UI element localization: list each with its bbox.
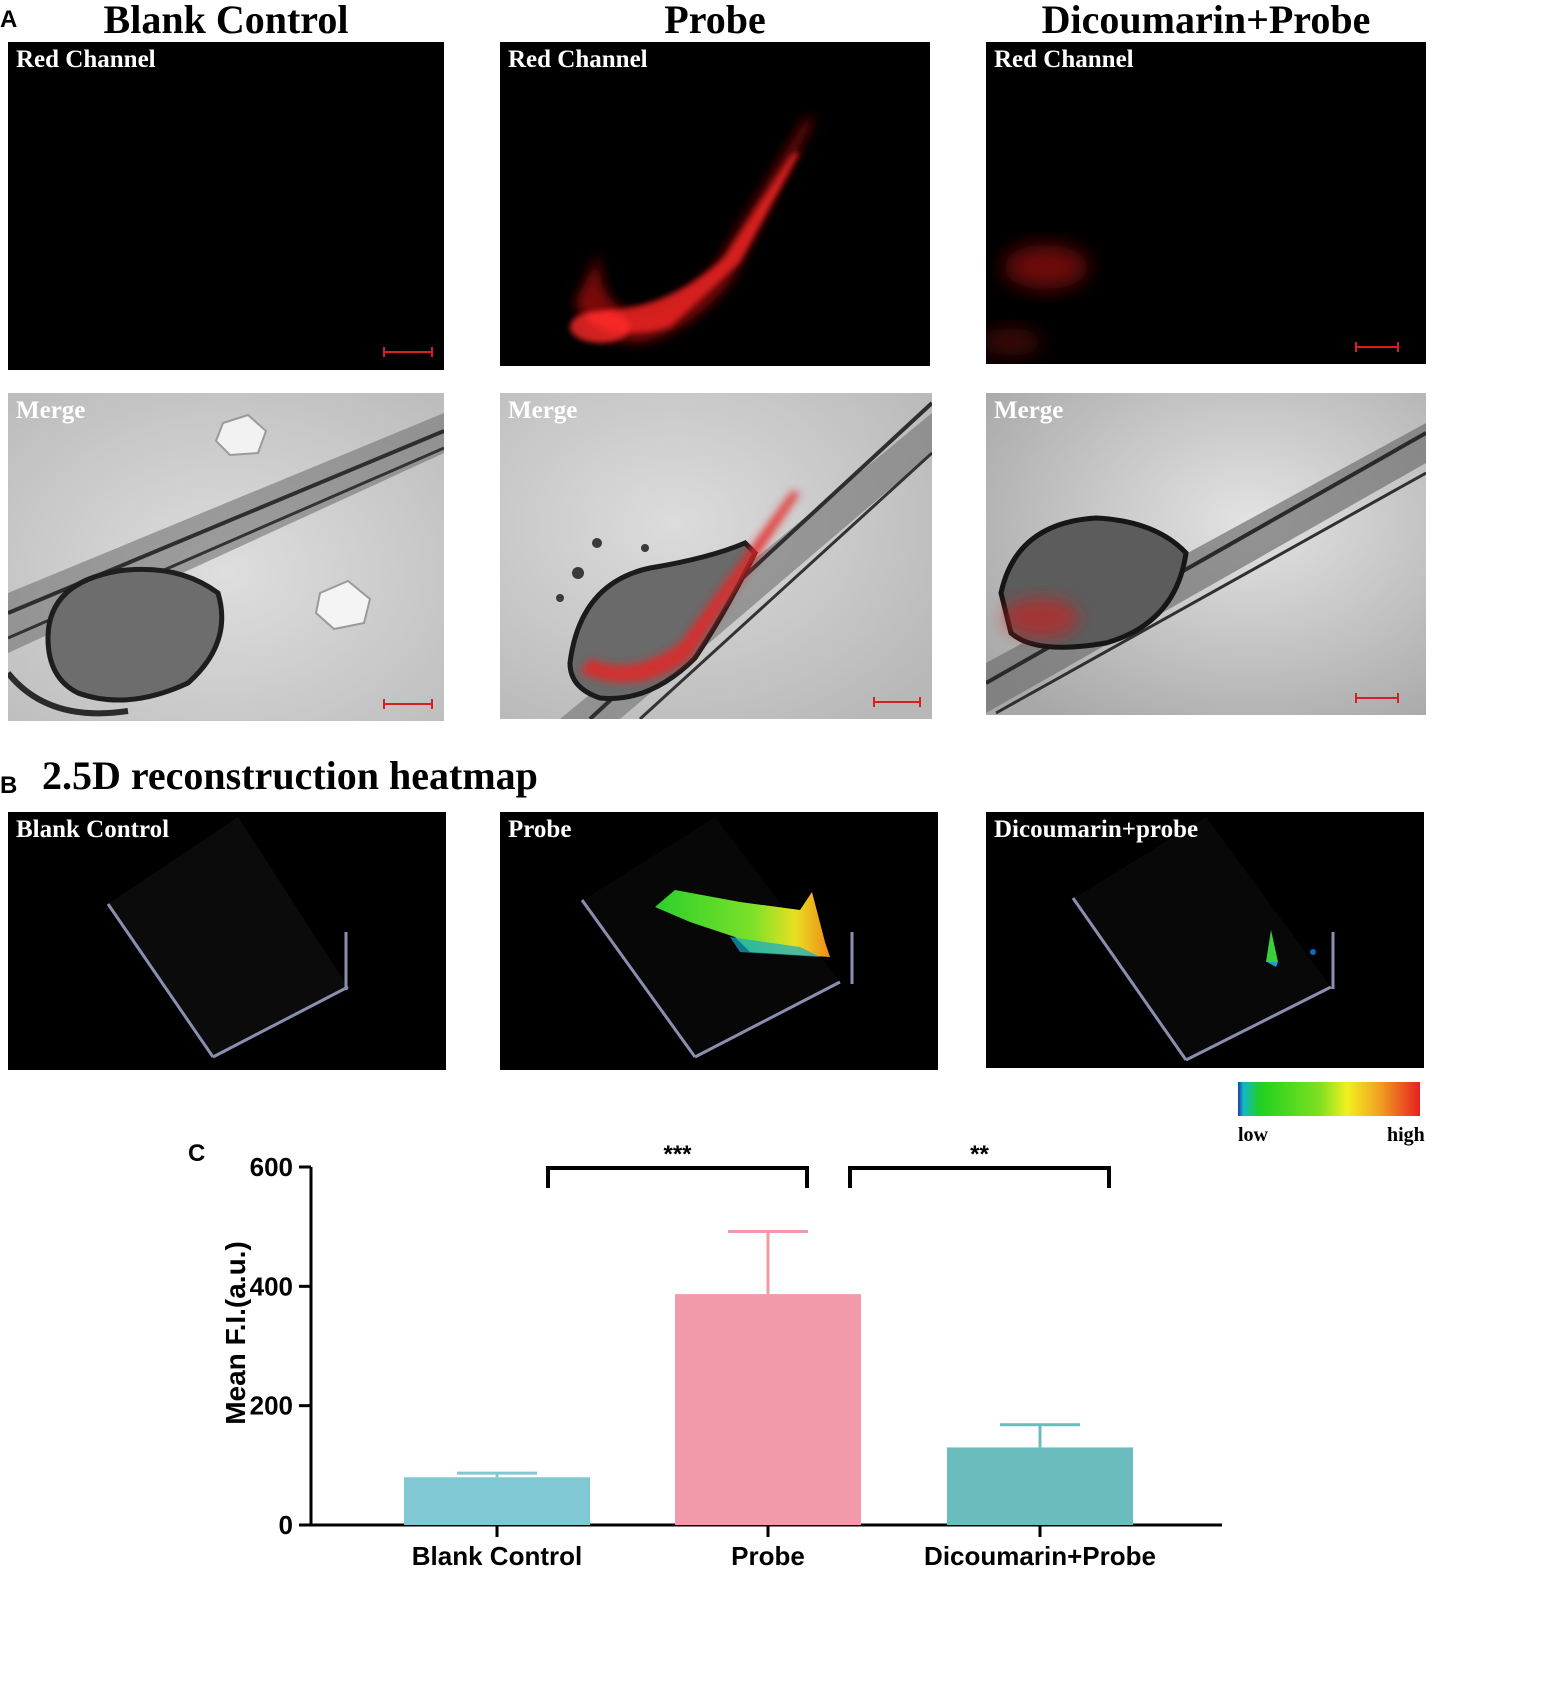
y-tick-label: 0 [279,1510,293,1540]
column-title-blank-control: Blank Control [103,0,349,42]
y-tick-label: 600 [250,1152,293,1182]
red-channel-label: Red Channel [16,46,156,73]
merge-image-blank-control: Merge [8,393,444,721]
y-axis-label: Mean F.I.(a.u.) [220,1241,251,1425]
x-tick-label: Blank Control [412,1541,582,1571]
red-channel-image-blank-control: Red Channel [8,42,444,370]
colorbar-low-label: low [1238,1124,1268,1146]
heatmap-label: Blank Control [16,816,170,843]
bar-0 [404,1477,590,1525]
x-tick-label: Probe [731,1541,805,1571]
heatmap-label: Dicoumarin+probe [994,816,1199,843]
y-tick-label: 200 [250,1391,293,1421]
colorbar-high-label: high [1387,1124,1425,1146]
merge-image-dicoumarin-probe: Merge [986,393,1426,715]
heatmap-image-blank-control: Blank Control [8,812,446,1070]
merge-label: Merge [994,397,1064,424]
significance-label: ** [970,1141,989,1168]
merge-label: Merge [16,397,86,424]
panel-b-title: 2.5D reconstruction heatmap [42,753,538,798]
red-channel-label: Red Channel [994,46,1134,73]
significance-bracket [848,1166,1111,1188]
column-title-probe: Probe [664,0,766,42]
panel-b-letter: B [0,772,18,799]
bar-1 [675,1294,861,1525]
heatmap-image-probe: Probe [500,812,938,1070]
heatmap-image-dicoumarin-probe: Dicoumarin+probe [986,812,1424,1068]
column-title-dicoumarin-probe: Dicoumarin+Probe [1041,0,1371,42]
y-tick-label: 400 [250,1271,293,1301]
significance-bracket [546,1166,809,1188]
red-channel-image-probe: Red Channel [500,42,930,366]
x-tick-label: Dicoumarin+Probe [924,1541,1156,1571]
merge-label: Merge [508,397,578,424]
red-channel-image-dicoumarin-probe: Red Channel [986,42,1426,364]
heatmap-label: Probe [508,816,572,843]
red-channel-label: Red Channel [508,46,648,73]
significance-label: *** [663,1141,692,1168]
panel-a-letter: A [0,6,18,33]
bar-2 [947,1447,1133,1525]
panel-c-letter: C [188,1140,206,1167]
heatmap-colorbar [1238,1082,1420,1116]
merge-image-probe: Merge [500,393,932,719]
